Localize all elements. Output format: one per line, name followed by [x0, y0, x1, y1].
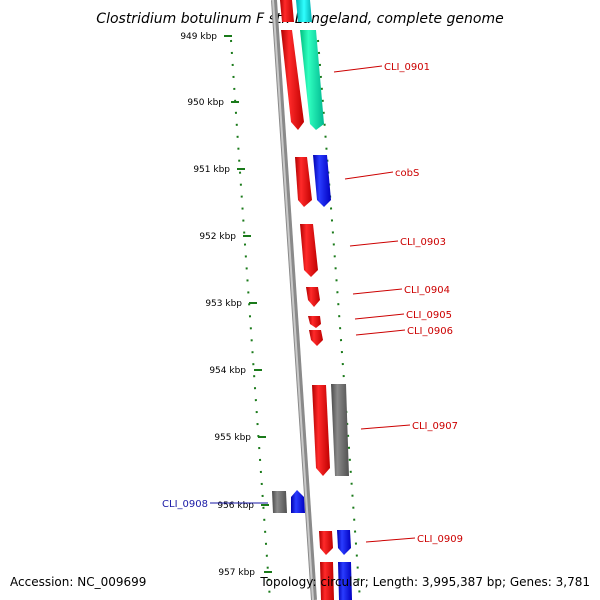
- tick-label: 949 kbp: [180, 32, 217, 42]
- tick-label: 955 kbp: [214, 433, 251, 443]
- gene-label-cli-0901[interactable]: CLI_0901: [384, 62, 430, 73]
- cds-feature[interactable]: [319, 531, 333, 555]
- gene-label-cli-0906[interactable]: CLI_0906: [407, 326, 453, 337]
- gene-label-cli-0907[interactable]: CLI_0907: [412, 421, 458, 432]
- tick-label: 953 kbp: [205, 299, 242, 309]
- cds-feature[interactable]: [331, 384, 349, 476]
- gene-label-cli-0905[interactable]: CLI_0905: [406, 310, 452, 321]
- tick-label: 951 kbp: [193, 165, 230, 175]
- tick-marks: [224, 35, 272, 573]
- outer-scale: [230, 39, 271, 600]
- gene-labels: CLI_0901 cobS CLI_0903 CLI_0904 CLI_0905…: [162, 62, 463, 545]
- cds-feature[interactable]: [272, 491, 287, 513]
- tick-label: 954 kbp: [209, 366, 246, 376]
- cds-feature[interactable]: [308, 316, 321, 328]
- cds-feature[interactable]: [320, 562, 334, 600]
- tick-label: 957 kbp: [218, 568, 255, 578]
- tick-label: 956 kbp: [217, 501, 254, 511]
- cds-feature[interactable]: [312, 385, 330, 476]
- accession-text: Accession: NC_009699: [10, 575, 146, 589]
- cds-feature[interactable]: [337, 530, 351, 555]
- cds-feature[interactable]: [281, 30, 304, 130]
- cds-feature[interactable]: [295, 157, 312, 207]
- cds-features: [272, 0, 352, 600]
- tick-label: 952 kbp: [199, 232, 236, 242]
- cds-feature[interactable]: [306, 287, 320, 307]
- cds-feature[interactable]: [338, 562, 352, 600]
- gene-label-cli-0908[interactable]: CLI_0908: [162, 499, 208, 510]
- gene-label-cli-0903[interactable]: CLI_0903: [400, 237, 446, 248]
- tick-label: 950 kbp: [187, 98, 224, 108]
- cds-feature[interactable]: [309, 330, 323, 346]
- topology-text: Topology: circular; Length: 3,995,387 bp…: [259, 575, 590, 589]
- cds-feature[interactable]: [291, 490, 305, 513]
- gene-label-cobs[interactable]: cobS: [395, 168, 419, 179]
- cds-feature[interactable]: [300, 224, 318, 277]
- gene-label-cli-0904[interactable]: CLI_0904: [404, 285, 450, 296]
- gene-label-cli-0909[interactable]: CLI_0909: [417, 534, 463, 545]
- leader-lines: [210, 65, 416, 543]
- inner-track: [317, 39, 361, 600]
- tick-labels: 949 kbp 950 kbp 951 kbp 952 kbp 953 kbp …: [180, 32, 255, 578]
- cds-feature[interactable]: [313, 155, 331, 207]
- cds-feature[interactable]: [300, 30, 324, 130]
- cds-feature[interactable]: [280, 0, 294, 22]
- cds-feature[interactable]: [296, 0, 312, 22]
